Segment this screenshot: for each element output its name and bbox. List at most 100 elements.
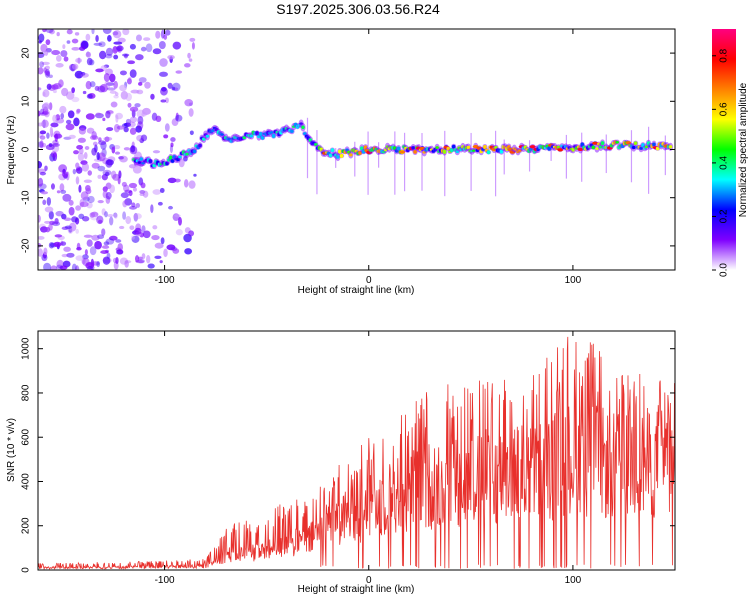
- noise-blob: [61, 171, 69, 178]
- noise-blob: [45, 39, 51, 46]
- noise-blob: [127, 60, 136, 65]
- noise-blob: [99, 50, 107, 60]
- noise-blob: [74, 70, 84, 79]
- noise-blob: [86, 266, 94, 270]
- x-tick-label: 100: [565, 275, 582, 286]
- noise-blob: [92, 141, 98, 146]
- signal-core: [205, 134, 210, 138]
- noise-blob: [109, 90, 117, 94]
- noise-blob: [89, 246, 97, 256]
- noise-blob: [129, 69, 137, 78]
- noise-blob: [128, 182, 138, 189]
- noise-blob: [174, 178, 181, 183]
- noise-blob: [65, 91, 75, 100]
- noise-blob: [97, 234, 105, 240]
- signal-core: [413, 150, 417, 154]
- noise-blob: [184, 248, 193, 255]
- noise-blob: [39, 130, 47, 135]
- noise-blob: [155, 30, 161, 39]
- noise-blob: [159, 187, 165, 193]
- y-tick-label: 20: [21, 47, 32, 59]
- noise-blob: [163, 248, 168, 258]
- noise-blob: [86, 57, 93, 66]
- signal-core: [337, 149, 342, 154]
- noise-blob: [113, 144, 121, 150]
- noise-blob: [152, 150, 161, 154]
- noise-blob: [123, 147, 130, 151]
- noise-blob: [71, 263, 77, 270]
- noise-blob: [38, 67, 44, 75]
- noise-blob: [78, 127, 86, 135]
- noise-blob: [159, 260, 163, 264]
- y-tick-label: -20: [21, 238, 32, 253]
- y-tick-label: -10: [21, 190, 32, 205]
- noise-blob: [140, 182, 146, 189]
- noise-blob: [50, 183, 55, 190]
- noise-blob: [51, 50, 61, 56]
- noise-blob: [67, 110, 75, 119]
- noise-blob: [131, 235, 140, 243]
- noise-blob: [59, 183, 65, 192]
- signal-core: [600, 141, 605, 146]
- noise-blob: [170, 142, 174, 148]
- noise-blob: [119, 257, 128, 265]
- noise-blob: [143, 37, 151, 41]
- noise-blob: [41, 119, 49, 128]
- noise-blob: [38, 87, 42, 91]
- y-tick-label: 0: [21, 567, 32, 573]
- noise-blob: [41, 254, 48, 262]
- noise-blob: [48, 74, 53, 79]
- noise-blob: [119, 84, 127, 92]
- noise-blob: [71, 216, 78, 223]
- noise-blob: [147, 263, 155, 269]
- noise-blob: [102, 169, 112, 176]
- noise-blob: [56, 264, 63, 270]
- noise-blob: [167, 54, 175, 60]
- colorbar-tick-label: 0.0: [719, 263, 730, 277]
- noise-blob: [86, 239, 93, 247]
- noise-blob: [81, 162, 89, 172]
- signal-core: [591, 145, 596, 150]
- noise-blob: [115, 112, 123, 120]
- noise-blob: [109, 73, 116, 83]
- noise-blob: [110, 101, 118, 108]
- noise-blob: [39, 135, 46, 140]
- noise-blob: [71, 96, 80, 103]
- colorbar-ticks: 0.0 0.2 0.4 0.6 0.8: [712, 48, 730, 277]
- noise-blob: [105, 110, 111, 119]
- signal-core: [483, 145, 487, 150]
- noise-blob: [159, 58, 168, 67]
- snr-y-ticks: 0 200 400 600 800 1000: [21, 337, 675, 573]
- noise-blob: [97, 165, 106, 172]
- y-tick-label: 0: [21, 146, 32, 152]
- noise-blob: [44, 206, 54, 213]
- noise-blob: [44, 68, 51, 78]
- noise-blob: [164, 29, 171, 36]
- noise-blob: [175, 229, 183, 236]
- noise-blob: [107, 213, 114, 218]
- noise-blob: [42, 199, 47, 206]
- noise-blob: [98, 140, 107, 146]
- noise-blob: [131, 235, 135, 240]
- noise-blob: [61, 253, 69, 258]
- noise-blob: [52, 114, 58, 123]
- x-tick-label: 0: [366, 575, 372, 586]
- noise-blob: [59, 265, 68, 270]
- noise-blob: [191, 42, 195, 50]
- noise-blob: [97, 200, 104, 204]
- noise-blob: [84, 146, 90, 150]
- signal-core: [396, 146, 401, 151]
- noise-blob: [85, 113, 95, 120]
- noise-blob: [117, 37, 126, 43]
- noise-blob: [76, 144, 84, 150]
- noise-blob: [87, 195, 95, 204]
- noise-blob: [111, 146, 116, 154]
- noise-blob: [44, 50, 49, 56]
- noise-blob: [56, 31, 60, 37]
- noise-blob: [59, 105, 67, 114]
- noise-blob: [123, 184, 130, 192]
- noise-blob: [74, 32, 80, 36]
- noise-blob: [46, 132, 50, 139]
- noise-blob: [75, 58, 82, 63]
- noise-blob: [114, 92, 119, 96]
